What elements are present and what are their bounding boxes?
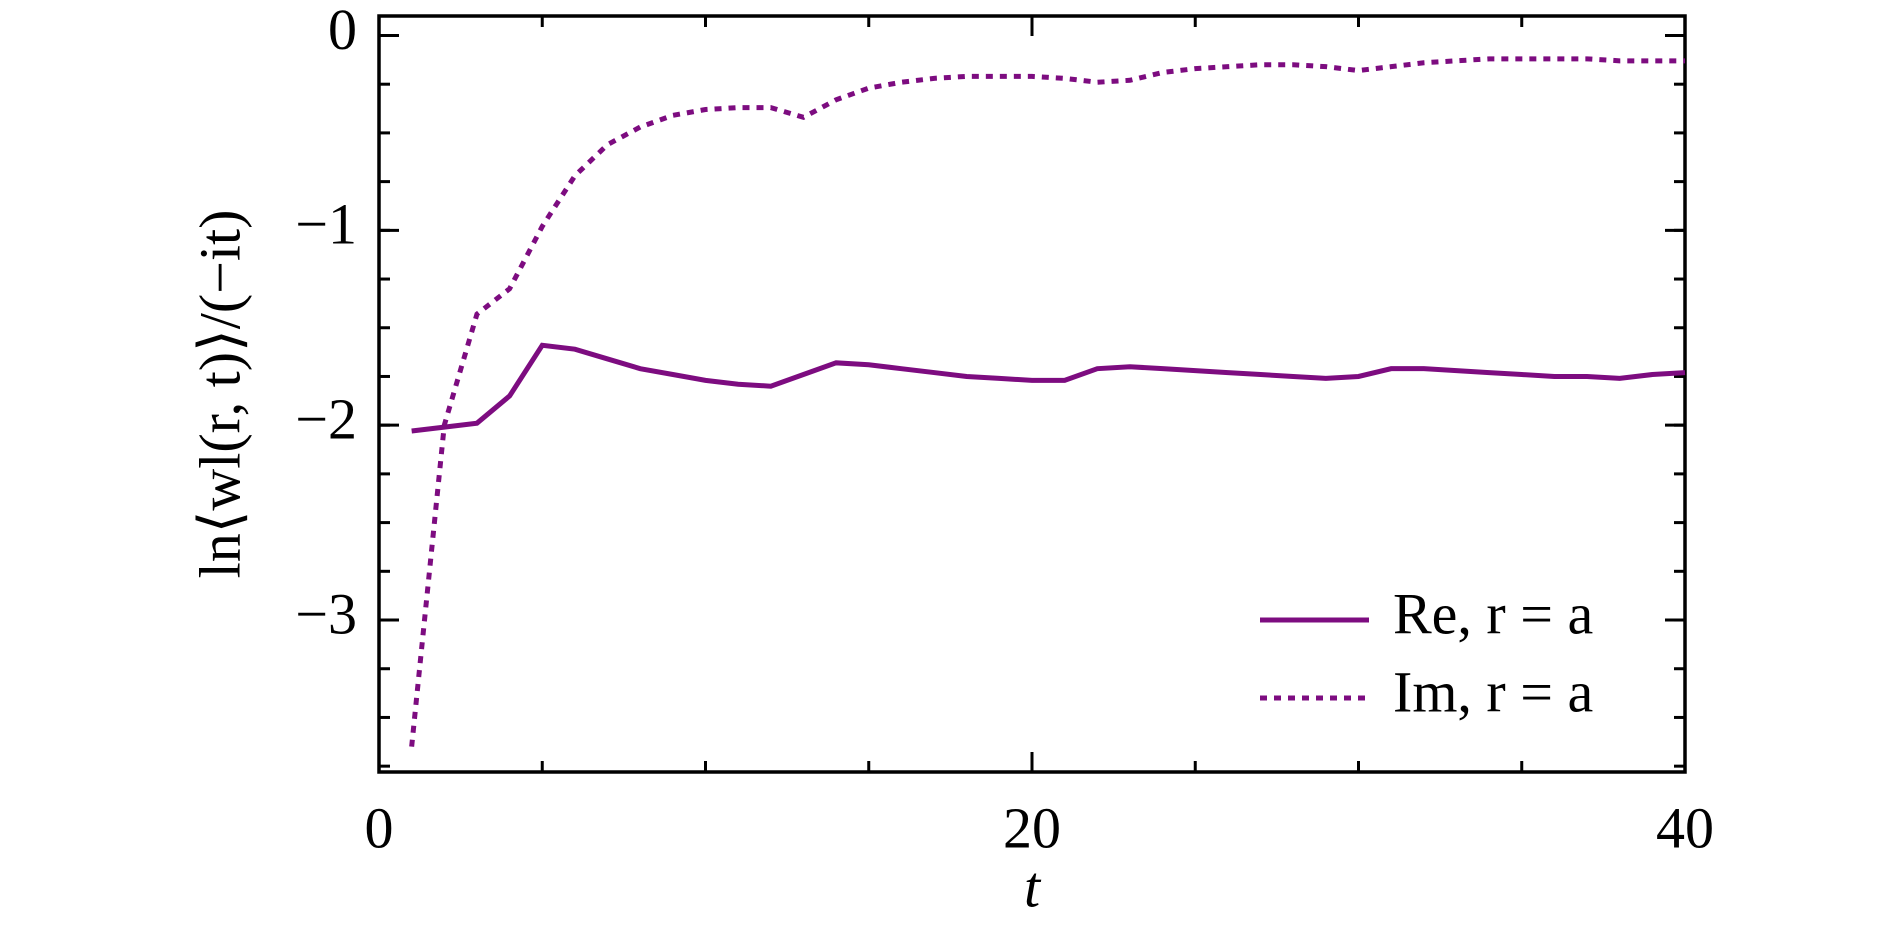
y-tick-label: −3 [295, 581, 357, 646]
y-tick-label: 0 [328, 0, 357, 62]
x-axis-label: t [1024, 854, 1042, 919]
y-axis-label: ln⟨wl(r, t)⟩/(−it) [187, 210, 252, 579]
plot-frame [377, 14, 1687, 774]
legend-label: Re, r = a [1393, 581, 1593, 646]
y-tick-label: −1 [295, 192, 357, 257]
legend-label: Im, r = a [1393, 659, 1593, 724]
series-line [411, 342, 1686, 434]
series-line [409, 56, 1685, 747]
y-tick-label: −2 [295, 386, 357, 451]
x-tick-label: 40 [1656, 795, 1714, 860]
x-tick-label: 0 [365, 795, 394, 860]
x-tick-label: 20 [1003, 795, 1061, 860]
